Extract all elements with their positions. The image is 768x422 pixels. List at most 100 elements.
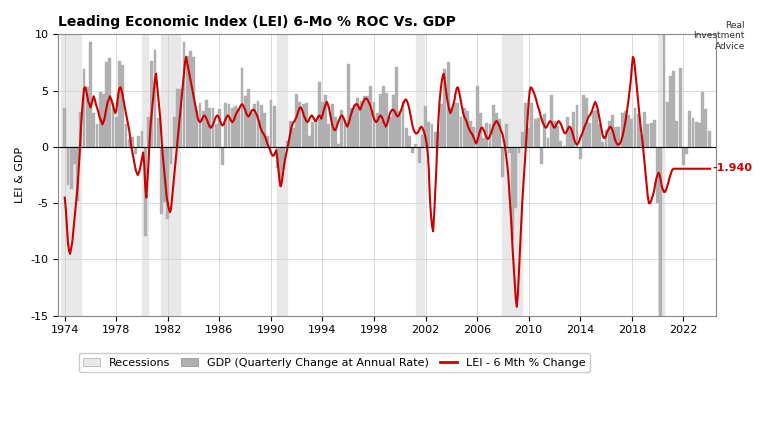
Bar [691, 118, 694, 147]
Bar [656, 147, 659, 203]
Bar [416, 34, 425, 316]
Bar [399, 111, 401, 147]
Bar [572, 112, 575, 147]
Bar [273, 106, 276, 147]
Bar [240, 68, 243, 147]
Bar [263, 113, 266, 147]
Bar [550, 95, 553, 147]
Bar [488, 124, 492, 147]
Bar [437, 132, 440, 147]
Bar [102, 94, 104, 147]
Bar [443, 69, 446, 147]
Bar [531, 103, 533, 147]
Bar [411, 147, 414, 152]
Bar [698, 123, 701, 147]
Text: Real
Investment
Advice: Real Investment Advice [694, 21, 745, 51]
Bar [485, 123, 488, 147]
Bar [663, 0, 665, 147]
Bar [266, 135, 269, 147]
Bar [534, 119, 537, 147]
Bar [142, 34, 148, 316]
Bar [227, 104, 230, 147]
Bar [95, 124, 98, 147]
Bar [408, 135, 411, 147]
Bar [154, 50, 157, 147]
Bar [537, 118, 540, 147]
Bar [637, 114, 640, 147]
Bar [543, 114, 546, 147]
Bar [563, 146, 565, 147]
Bar [366, 96, 369, 147]
Bar [250, 113, 253, 147]
Bar [334, 116, 337, 147]
Bar [299, 102, 301, 147]
Bar [505, 124, 508, 147]
Bar [134, 147, 137, 154]
Bar [528, 128, 530, 147]
Bar [402, 101, 405, 147]
Bar [415, 143, 417, 147]
Bar [151, 61, 153, 147]
Bar [176, 89, 179, 147]
Bar [331, 104, 333, 147]
Bar [421, 135, 424, 147]
Bar [418, 147, 421, 162]
Bar [167, 147, 169, 219]
Bar [86, 87, 88, 147]
Bar [311, 122, 314, 147]
Bar [598, 124, 601, 147]
Bar [144, 147, 147, 236]
Bar [105, 62, 108, 147]
Bar [327, 124, 330, 147]
Bar [614, 127, 617, 147]
Bar [475, 86, 478, 147]
Bar [173, 116, 176, 147]
Bar [347, 64, 349, 147]
Bar [515, 147, 517, 208]
Bar [92, 113, 95, 147]
Bar [141, 131, 144, 147]
Bar [502, 147, 505, 177]
Bar [463, 108, 465, 147]
Bar [657, 34, 664, 316]
Bar [161, 34, 180, 316]
Bar [111, 103, 114, 147]
Bar [482, 138, 485, 147]
Bar [424, 106, 427, 147]
Bar [640, 135, 643, 147]
Bar [508, 147, 511, 152]
Bar [276, 147, 279, 168]
Bar [89, 42, 92, 147]
Bar [453, 103, 456, 147]
Bar [121, 65, 124, 147]
Bar [302, 104, 305, 147]
Bar [604, 130, 607, 147]
Bar [450, 108, 453, 147]
Bar [247, 89, 250, 147]
Bar [356, 98, 359, 147]
Bar [469, 121, 472, 147]
Text: -1.940: -1.940 [713, 163, 753, 173]
Bar [405, 128, 408, 147]
Bar [157, 118, 160, 147]
Bar [392, 95, 395, 147]
Bar [108, 58, 111, 147]
Bar [237, 108, 240, 147]
Bar [131, 137, 134, 147]
Bar [127, 139, 131, 147]
Bar [286, 141, 289, 147]
Bar [650, 123, 653, 147]
Bar [502, 34, 522, 316]
Bar [283, 147, 285, 169]
Bar [591, 111, 594, 147]
Bar [685, 147, 688, 154]
Bar [607, 121, 611, 147]
Bar [386, 93, 389, 147]
Bar [340, 110, 343, 147]
Bar [353, 105, 356, 147]
Bar [99, 92, 101, 147]
Bar [189, 51, 192, 147]
Bar [518, 147, 521, 152]
Bar [588, 123, 591, 147]
Bar [553, 121, 556, 147]
